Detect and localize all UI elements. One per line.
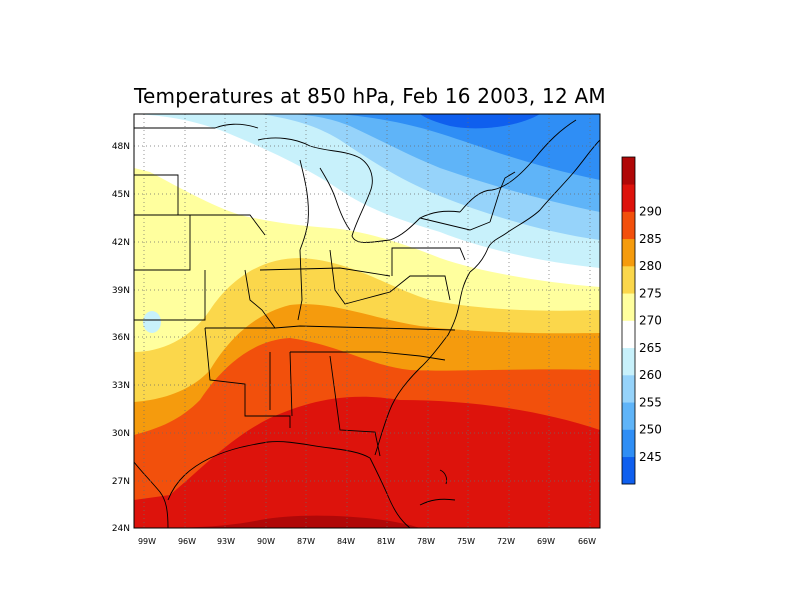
colorbar-swatch (622, 157, 635, 185)
colorbar-swatch (622, 320, 635, 349)
lat-lon-grid (134, 114, 600, 528)
lat-label: 24N (112, 524, 130, 534)
lat-label: 30N (112, 429, 130, 439)
lon-label: 72W (497, 537, 515, 546)
lon-label: 69W (537, 537, 555, 546)
colorbar-swatch (622, 184, 635, 212)
map-borders (134, 119, 600, 528)
map-frame (133, 113, 601, 529)
longitude-labels: 99W 96W 93W 90W 87W 84W 81W 78W 75W 72W … (138, 537, 596, 546)
lat-label: 45N (112, 190, 130, 200)
lon-label: 81W (377, 537, 395, 546)
colorbar-swatch (622, 456, 635, 485)
colorbar-swatch (622, 266, 635, 294)
colorbar-swatch (622, 211, 635, 240)
lat-label: 36N (112, 333, 130, 343)
colorbar-swatch (622, 402, 635, 430)
colorbar-swatch (622, 238, 635, 267)
colorbar-label: 275 (639, 286, 662, 300)
lon-label: 99W (138, 537, 156, 546)
warm-patch-west (134, 175, 147, 218)
lon-label: 84W (337, 537, 355, 546)
lon-label: 96W (178, 537, 196, 546)
colorbar: 245 250 255 260 265 270 275 280 285 290 (621, 156, 662, 485)
lon-label: 87W (297, 537, 315, 546)
lat-label: 27N (112, 477, 130, 487)
temperature-fill (134, 114, 600, 528)
colorbar-label: 280 (639, 259, 662, 273)
map-title: Temperatures at 850 hPa, Feb 16 2003, 12… (134, 84, 606, 108)
latitude-labels: 48N 45N 42N 39N 36N 33N 30N 27N 24N (112, 142, 130, 534)
lon-label: 66W (578, 537, 596, 546)
lat-label: 42N (112, 238, 130, 248)
lat-label: 33N (112, 381, 130, 391)
band-235 (420, 114, 540, 129)
colorbar-label: 250 (639, 423, 662, 437)
colorbar-swatch (622, 375, 635, 403)
colorbar-frame (621, 156, 636, 485)
colorbar-label: 265 (639, 341, 662, 355)
lon-label: 90W (257, 537, 275, 546)
lat-label: 48N (112, 142, 130, 152)
colorbar-label: 245 (639, 450, 662, 464)
cold-patch-west (143, 311, 161, 333)
colorbar-label: 260 (639, 368, 662, 382)
colorbar-swatch (622, 347, 635, 376)
lon-label: 78W (417, 537, 435, 546)
colorbar-label: 285 (639, 232, 662, 246)
colorbar-label: 290 (639, 205, 662, 219)
lat-label: 39N (112, 286, 130, 296)
band-240 (340, 114, 600, 180)
colorbar-swatch (622, 429, 635, 458)
colorbar-label: 270 (639, 314, 662, 328)
colorbar-label: 255 (639, 395, 662, 409)
lon-label: 75W (457, 537, 475, 546)
colorbar-swatch (622, 293, 635, 321)
lon-label: 93W (217, 537, 235, 546)
